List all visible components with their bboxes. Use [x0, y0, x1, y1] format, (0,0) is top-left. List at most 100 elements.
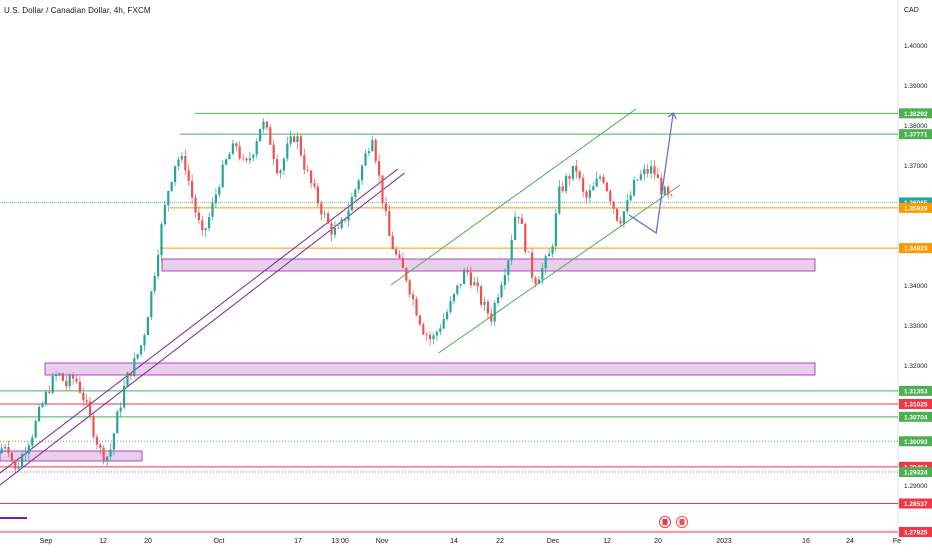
candle: [531, 248, 534, 283]
supply-demand-zone: [44, 362, 816, 376]
candle: [89, 397, 92, 420]
channel-line: [438, 184, 681, 354]
flag-icon[interactable]: [659, 516, 671, 528]
candle: [38, 403, 41, 423]
supply-demand-zone: [0, 450, 143, 462]
candle: [126, 371, 129, 387]
candle: [31, 434, 34, 450]
candle: [514, 210, 517, 241]
candle: [333, 221, 336, 239]
candle: [459, 284, 462, 289]
candle: [340, 217, 343, 230]
candle: [548, 248, 551, 257]
candle: [469, 266, 472, 289]
y-tick-label: 1.38000: [904, 123, 928, 130]
x-tick-label: 12: [99, 538, 107, 545]
candle: [72, 372, 75, 385]
candle: [432, 332, 435, 345]
candle: [259, 128, 262, 142]
candle: [571, 165, 574, 182]
candle: [429, 331, 432, 346]
x-tick-label: Sep: [40, 538, 53, 545]
candle: [248, 151, 251, 165]
candle: [24, 446, 27, 462]
candle: [293, 134, 296, 143]
candle: [653, 159, 656, 180]
candle: [323, 209, 326, 219]
candle: [364, 149, 367, 167]
y-tick-label: 1.40000: [904, 43, 928, 50]
price-level-badge-text: 1.38292: [904, 111, 928, 118]
candle: [388, 204, 391, 237]
candle: [95, 434, 98, 450]
candle: [425, 332, 428, 341]
x-tick-label: 12: [603, 538, 611, 545]
x-tick-label: 20: [654, 538, 662, 545]
candle: [616, 208, 619, 222]
candle: [221, 159, 224, 189]
candle: [180, 152, 183, 163]
candle: [170, 181, 173, 193]
candle: [476, 276, 479, 294]
candle: [299, 133, 302, 158]
candle: [313, 178, 316, 189]
candle: [463, 267, 466, 285]
candle: [605, 181, 608, 193]
price-level-badge-text: 1.35929: [904, 205, 928, 212]
candle: [350, 193, 353, 211]
candle: [612, 200, 615, 214]
candle: [588, 184, 591, 204]
candle: [262, 118, 265, 133]
candle: [4, 443, 7, 452]
candle: [92, 413, 95, 440]
price-level-badge: 1.38292: [899, 108, 932, 119]
candle: [48, 385, 51, 395]
candle: [218, 184, 221, 198]
candle: [245, 157, 248, 163]
candle: [129, 372, 132, 380]
candle: [34, 418, 37, 439]
candle: [225, 158, 228, 166]
candle: [330, 220, 333, 242]
candle: [177, 156, 180, 171]
projection-arrowhead: [667, 112, 677, 120]
x-tick-label: 24: [846, 538, 854, 545]
candle: [599, 173, 602, 182]
candle: [520, 213, 523, 224]
candle: [99, 442, 102, 455]
candle: [473, 276, 476, 286]
candle: [633, 176, 636, 198]
candle: [507, 258, 510, 282]
price-level-badge: 1.30093: [899, 436, 932, 447]
candle: [208, 212, 211, 232]
candle: [7, 440, 10, 458]
candle: [534, 275, 537, 288]
flag-icon[interactable]: [676, 516, 688, 528]
candle: [27, 442, 30, 461]
candle: [497, 293, 500, 306]
candle: [646, 164, 649, 178]
candle: [102, 445, 105, 465]
candle: [378, 154, 381, 182]
candle: [395, 246, 398, 257]
candle: [201, 215, 204, 237]
price-level-badge-text: 1.31353: [904, 388, 928, 395]
candle: [486, 298, 489, 320]
candle: [480, 284, 483, 308]
candle: [286, 136, 289, 162]
candle: [381, 175, 384, 210]
candle: [276, 155, 279, 176]
candle: [510, 234, 513, 266]
candle: [272, 139, 275, 166]
candle: [626, 193, 629, 215]
candle: [255, 138, 258, 159]
candle: [629, 190, 632, 202]
candle: [160, 221, 163, 262]
candle: [17, 461, 20, 470]
x-tick-label: 17: [294, 538, 302, 545]
candle: [391, 231, 394, 250]
candle: [106, 455, 109, 468]
x-tick-label: 2023: [716, 538, 732, 545]
candle: [595, 171, 598, 188]
candle: [211, 197, 214, 221]
